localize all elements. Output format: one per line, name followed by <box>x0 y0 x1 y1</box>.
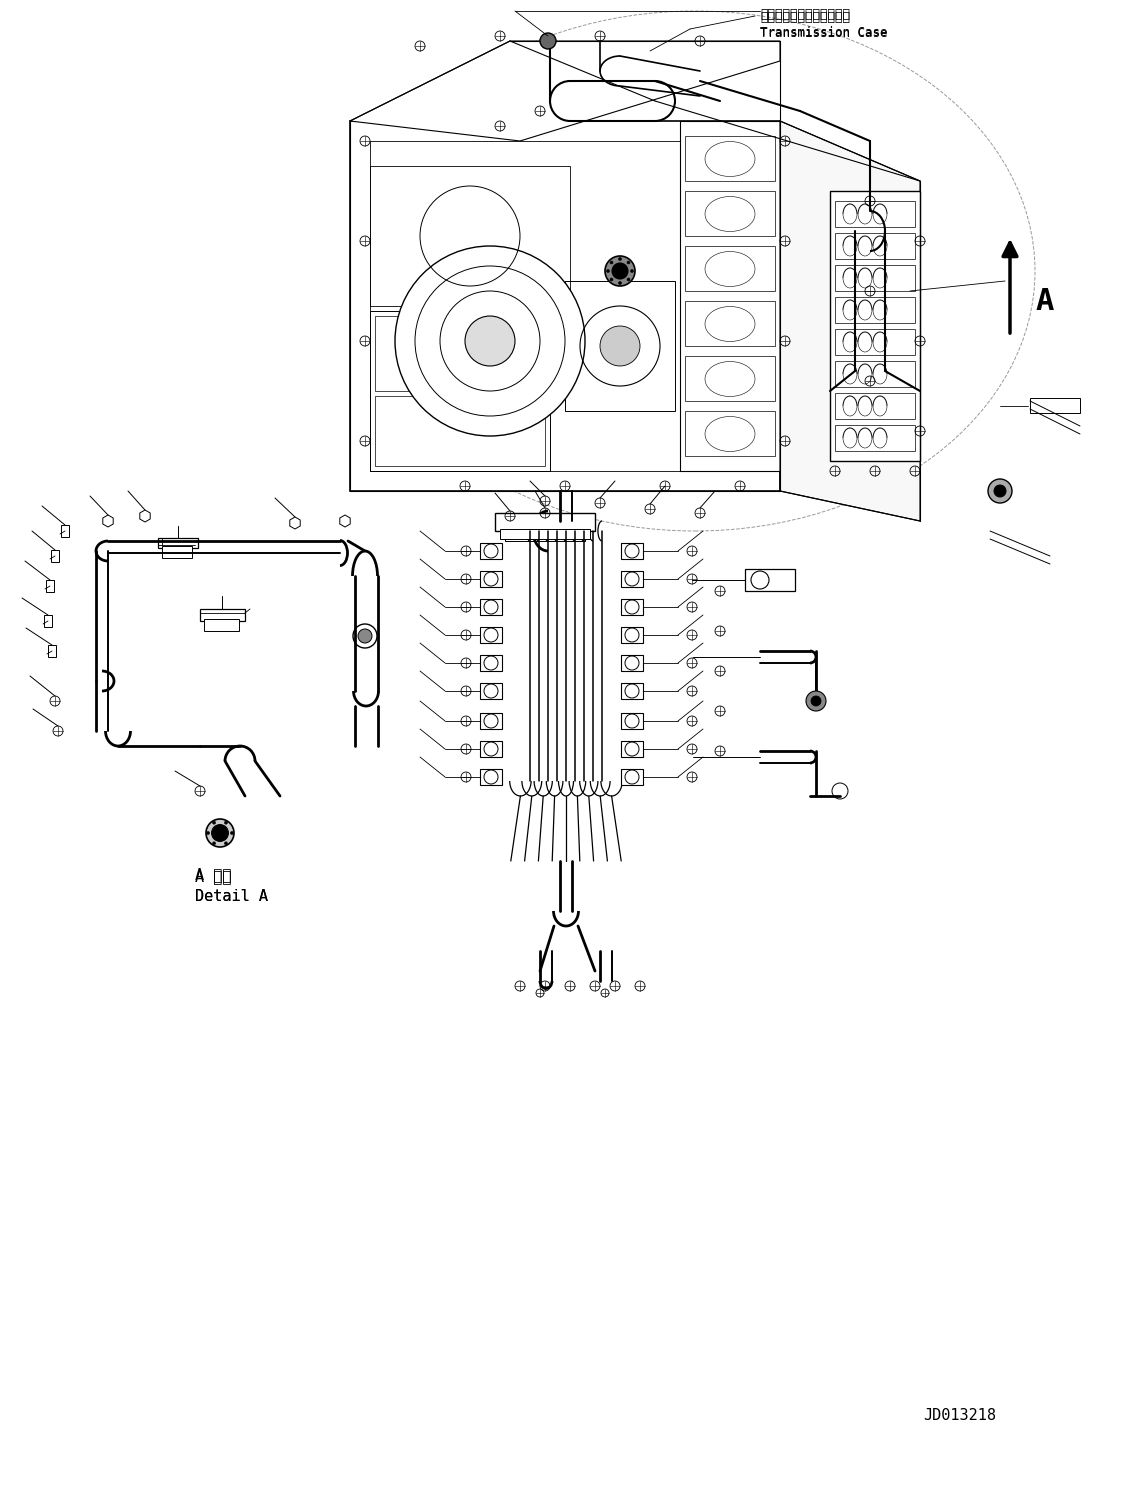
Text: A 詳細: A 詳細 <box>196 866 232 883</box>
Circle shape <box>211 825 229 841</box>
Circle shape <box>811 696 821 707</box>
Bar <box>370 312 550 471</box>
Bar <box>480 741 503 757</box>
Bar <box>480 655 503 671</box>
Bar <box>480 769 503 784</box>
Circle shape <box>626 277 630 280</box>
Bar <box>375 397 545 467</box>
Bar <box>158 538 198 549</box>
Bar <box>480 713 503 729</box>
Bar <box>480 683 503 699</box>
Bar <box>684 356 775 401</box>
Bar <box>495 513 595 531</box>
Circle shape <box>213 842 216 845</box>
Bar <box>500 517 590 531</box>
Bar <box>621 599 644 614</box>
Bar <box>350 121 780 491</box>
Text: トランスミッションケース: トランスミッションケース <box>760 7 850 21</box>
Bar <box>745 570 795 590</box>
Bar <box>835 201 915 227</box>
Bar <box>505 529 586 541</box>
Bar <box>480 599 503 614</box>
Bar <box>835 330 915 355</box>
Circle shape <box>611 277 613 280</box>
Circle shape <box>213 822 216 825</box>
Bar <box>370 166 570 306</box>
Bar <box>835 233 915 259</box>
Bar <box>61 525 69 537</box>
Text: A: A <box>1035 286 1053 316</box>
Bar <box>684 136 775 180</box>
Bar <box>370 142 760 471</box>
Text: Detail A: Detail A <box>196 889 268 904</box>
Bar <box>835 265 915 291</box>
Text: トランスミッションケース: トランスミッションケース <box>760 10 850 24</box>
Circle shape <box>358 629 372 643</box>
Bar <box>621 741 644 757</box>
Bar <box>480 628 503 643</box>
Circle shape <box>395 246 586 435</box>
Circle shape <box>626 261 630 264</box>
Circle shape <box>611 261 613 264</box>
Bar <box>161 546 192 558</box>
Bar <box>48 646 56 658</box>
Circle shape <box>231 832 233 835</box>
Bar <box>480 543 503 559</box>
Circle shape <box>465 316 515 365</box>
Circle shape <box>600 327 640 365</box>
Bar <box>500 529 590 540</box>
Polygon shape <box>780 121 920 520</box>
Circle shape <box>224 842 227 845</box>
Bar <box>621 713 644 729</box>
Polygon shape <box>290 517 300 529</box>
Circle shape <box>619 258 622 261</box>
Bar <box>621 769 644 784</box>
Bar <box>684 191 775 236</box>
Polygon shape <box>102 514 114 526</box>
Polygon shape <box>140 510 150 522</box>
Circle shape <box>994 485 1006 497</box>
Bar <box>684 246 775 291</box>
Bar <box>480 571 503 587</box>
Circle shape <box>988 479 1012 502</box>
Bar <box>830 191 920 461</box>
Circle shape <box>806 690 825 711</box>
Circle shape <box>206 819 234 847</box>
Bar <box>375 316 545 391</box>
Polygon shape <box>340 514 350 526</box>
Bar <box>621 683 644 699</box>
Bar <box>45 580 53 592</box>
Circle shape <box>540 33 556 49</box>
Circle shape <box>606 270 609 273</box>
Bar <box>680 121 780 471</box>
Bar <box>621 571 644 587</box>
Text: Transmission Case: Transmission Case <box>760 25 888 39</box>
Text: Transmission Case: Transmission Case <box>760 27 888 40</box>
Circle shape <box>612 262 628 279</box>
Circle shape <box>224 822 227 825</box>
Circle shape <box>605 256 634 286</box>
Text: Detail A: Detail A <box>196 889 268 904</box>
Bar <box>1030 398 1080 413</box>
Bar <box>44 614 52 628</box>
Bar <box>684 301 775 346</box>
Bar <box>200 608 244 620</box>
Bar <box>621 543 644 559</box>
Bar <box>835 361 915 388</box>
Circle shape <box>619 282 622 285</box>
Bar <box>835 425 915 450</box>
Text: JD013218: JD013218 <box>923 1408 996 1422</box>
Bar <box>835 394 915 419</box>
Bar <box>835 297 915 324</box>
Bar <box>204 619 239 631</box>
Bar <box>565 280 675 412</box>
Circle shape <box>631 270 633 273</box>
Bar <box>621 628 644 643</box>
Polygon shape <box>350 40 780 142</box>
Bar <box>684 412 775 456</box>
Text: A 詳細: A 詳細 <box>196 869 232 884</box>
Circle shape <box>207 832 209 835</box>
Bar <box>51 550 59 562</box>
Bar <box>621 655 644 671</box>
